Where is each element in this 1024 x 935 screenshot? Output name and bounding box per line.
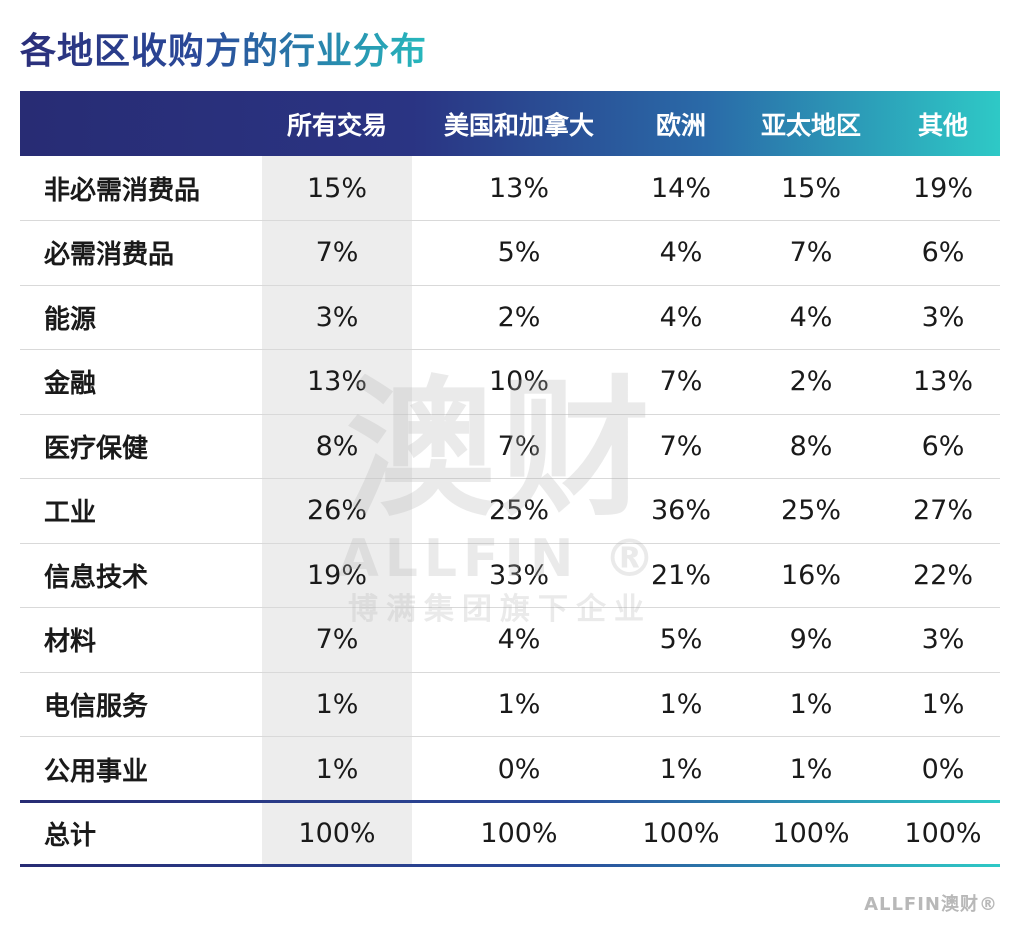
table-cell: 9% — [736, 607, 886, 673]
row-label: 医疗保健 — [20, 414, 262, 479]
column-header: 所有交易 — [286, 110, 387, 140]
total-cell: 100% — [904, 817, 982, 849]
total-divider-bottom — [20, 864, 1000, 867]
total-divider-top — [20, 800, 1000, 803]
row-label: 信息技术 — [20, 543, 262, 608]
table-row: 能源 3% 2% 4% 4% 3% — [20, 285, 1000, 350]
table-cell: 3% — [886, 285, 1000, 350]
row-label: 材料 — [20, 607, 262, 673]
total-cell: 100% — [772, 817, 850, 849]
table-cell: 0% — [497, 753, 541, 785]
total-row: 总计 100% 100% 100% 100% 100% — [20, 801, 1000, 865]
row-label: 能源 — [20, 285, 262, 350]
table-cell: 26% — [262, 478, 412, 544]
table-cell: 13% — [886, 349, 1000, 415]
table-cell: 4% — [412, 607, 626, 673]
footer-logo: ALLFIN澳财® — [864, 894, 998, 915]
table-row: 工业 26% 25% 36% 25% 27% — [20, 478, 1000, 544]
chart-title: 各地区收购方的行业分布 — [20, 22, 427, 74]
row-label: 非必需消费品 — [20, 156, 262, 221]
table-cell: 36% — [626, 478, 736, 544]
column-header: 欧洲 — [655, 110, 706, 140]
table-cell: 25% — [736, 478, 886, 544]
total-label: 总计 — [44, 820, 97, 851]
table-cell: 4% — [736, 285, 886, 350]
row-label: 电信服务 — [20, 672, 262, 737]
table-cell: 1% — [659, 753, 703, 785]
table-cell: 1% — [262, 672, 412, 737]
column-header: 其他 — [917, 110, 968, 140]
table-cell: 5% — [626, 607, 736, 673]
table-row: 信息技术 19% 33% 21% 16% 22% — [20, 543, 1000, 608]
table-header-row: 所有交易 美国和加拿大 欧洲 亚太地区 其他 — [20, 91, 1000, 156]
total-cell: 100% — [480, 817, 558, 849]
table-cell: 4% — [626, 285, 736, 350]
column-header: 亚太地区 — [760, 110, 861, 140]
table-cell: 19% — [262, 543, 412, 608]
table-cell: 2% — [412, 285, 626, 350]
row-label: 工业 — [20, 478, 262, 544]
table-body: 非必需消费品 15% 13% 14% 15% 19% 必需消费品 7% 5% 4% 7% 6% 能源 3%… — [20, 156, 1000, 865]
table-cell: 15% — [736, 156, 886, 221]
table-cell: 1% — [412, 672, 626, 737]
industry-distribution-table: 所有交易 美国和加拿大 欧洲 亚太地区 其他 非必需消费品 15% 13% 14% 15% 19%… — [20, 91, 1000, 867]
table-cell: 33% — [412, 543, 626, 608]
table-cell: 0% — [921, 753, 965, 785]
column-header: 美国和加拿大 — [443, 110, 594, 140]
table-cell: 15% — [262, 156, 412, 221]
table-cell: 22% — [886, 543, 1000, 608]
table-cell: 3% — [262, 285, 412, 350]
table-cell: 19% — [886, 156, 1000, 221]
data-table: 所有交易 美国和加拿大 欧洲 亚太地区 其他 非必需消费品 15% 13% 14% 15% 19%… — [20, 91, 1000, 865]
table-cell: 1% — [789, 753, 833, 785]
table-cell: 21% — [626, 543, 736, 608]
table-cell: 7% — [626, 349, 736, 415]
table-cell: 13% — [262, 349, 412, 415]
table-row: 非必需消费品 15% 13% 14% 15% 19% — [20, 156, 1000, 221]
table-cell: 10% — [412, 349, 626, 415]
row-label: 金融 — [20, 349, 262, 415]
table-cell: 3% — [886, 607, 1000, 673]
table-cell: 7% — [262, 220, 412, 286]
table-cell: 7% — [262, 607, 412, 673]
table-cell: 6% — [886, 220, 1000, 286]
header-corner-cell — [20, 91, 262, 156]
table-row: 医疗保健 8% 7% 7% 8% 6% — [20, 414, 1000, 479]
total-cell: 100% — [298, 817, 376, 849]
table-cell: 1% — [315, 753, 359, 785]
table-cell: 4% — [626, 220, 736, 286]
table-cell: 13% — [412, 156, 626, 221]
table-cell: 1% — [626, 672, 736, 737]
table-cell: 7% — [626, 414, 736, 479]
table-row: 材料 7% 4% 5% 9% 3% — [20, 607, 1000, 673]
table-cell: 1% — [736, 672, 886, 737]
table-cell: 6% — [886, 414, 1000, 479]
table-row: 必需消费品 7% 5% 4% 7% 6% — [20, 220, 1000, 286]
table-cell: 2% — [736, 349, 886, 415]
table-cell: 8% — [262, 414, 412, 479]
table-row: 电信服务 1% 1% 1% 1% 1% — [20, 672, 1000, 737]
table-cell: 1% — [886, 672, 1000, 737]
table-row: 金融 13% 10% 7% 2% 13% — [20, 349, 1000, 415]
table-cell: 7% — [736, 220, 886, 286]
table-cell: 27% — [886, 478, 1000, 544]
table-cell: 25% — [412, 478, 626, 544]
total-cell: 100% — [642, 817, 720, 849]
table-cell: 5% — [412, 220, 626, 286]
table-row: 公用事业 1% 0% 1% 1% 0% — [20, 737, 1000, 802]
table-cell: 16% — [736, 543, 886, 608]
table-cell: 14% — [626, 156, 736, 221]
table-cell: 8% — [736, 414, 886, 479]
row-label: 必需消费品 — [20, 220, 262, 286]
table-cell: 7% — [412, 414, 626, 479]
row-label: 公用事业 — [44, 756, 149, 787]
